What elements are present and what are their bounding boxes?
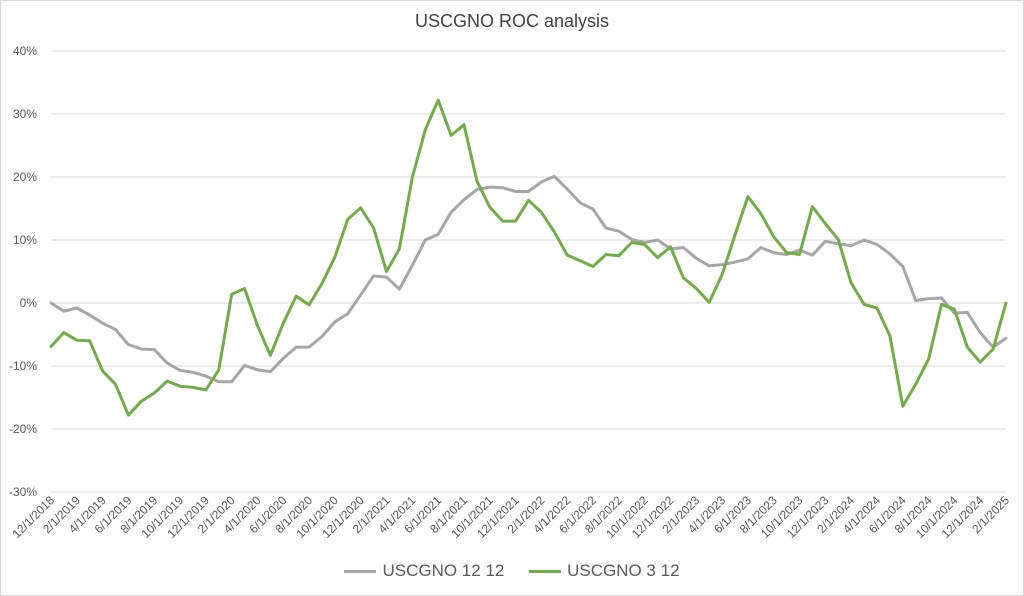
legend-label-series-1: USCGNO 12 12: [382, 561, 505, 580]
y-tick-label: -10%: [9, 359, 37, 373]
y-tick-label: -20%: [9, 422, 37, 436]
y-tick-label: 30%: [13, 107, 37, 121]
series-lines: [49, 98, 1008, 417]
gridlines: [51, 50, 1006, 493]
y-axis-tick-labels: -30% -20% -10% 0% 10% 20% 30% 40%: [9, 44, 37, 499]
legend-swatch-series-2: [529, 570, 562, 574]
y-tick-label: 40%: [13, 44, 37, 58]
legend-item-series-1: USCGNO 12 12: [344, 561, 504, 581]
x-axis-tick-labels: 12/1/20182/1/20194/1/20196/1/20198/1/201…: [9, 493, 1012, 541]
legend-label-series-2: USCGNO 3 12: [567, 561, 680, 580]
y-tick-label: -30%: [9, 485, 37, 499]
y-tick-label: 0%: [20, 296, 38, 310]
series-line-2: [49, 98, 1008, 417]
legend-item-series-2: USCGNO 3 12: [529, 561, 680, 581]
series-line-1: [49, 174, 1008, 384]
legend: USCGNO 12 12 USCGNO 3 12: [1, 561, 1023, 581]
chart-title: USCGNO ROC analysis: [414, 11, 610, 31]
y-tick-label: 20%: [13, 170, 37, 184]
y-tick-label: 10%: [13, 233, 37, 247]
legend-swatch-series-1: [344, 570, 377, 574]
